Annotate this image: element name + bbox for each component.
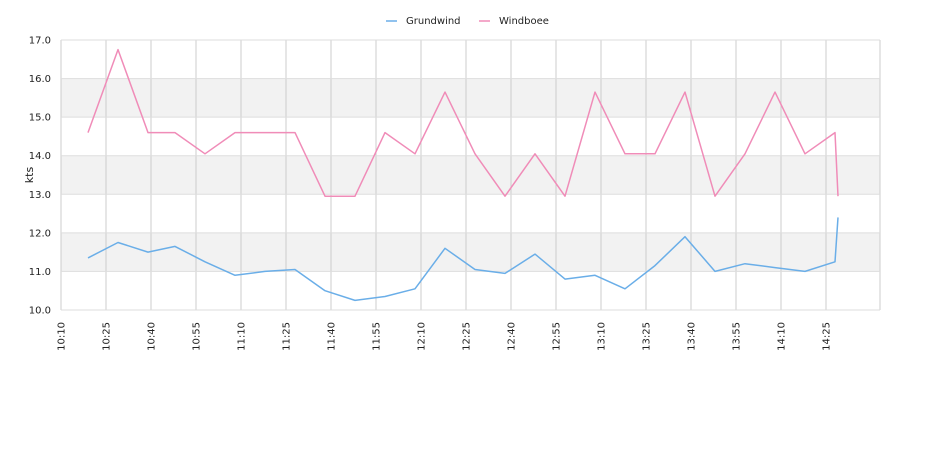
y-tick-label: 12.0: [29, 228, 51, 239]
x-tick-label: 12:55: [552, 322, 563, 351]
x-tick-label: 13:10: [597, 322, 608, 351]
x-tick-label: 10:10: [57, 322, 68, 351]
y-axis-title: kts: [23, 167, 36, 184]
series-lines: [87, 48, 839, 302]
y-tick-label: 17.0: [29, 36, 51, 47]
x-tick-label: 10:55: [192, 322, 203, 351]
x-axis-ticks: 10:10 10:25 10:40 10:55 11:10 11:25 11:40 11:55…: [57, 322, 833, 351]
y-tick-label: 15.0: [29, 113, 51, 124]
y-tick-label: 14.0: [29, 151, 51, 162]
x-tick-label: 13:25: [642, 322, 653, 351]
x-tick-label: 11:25: [282, 322, 293, 351]
x-tick-label: 13:40: [687, 322, 698, 351]
horizontal-gridlines: [61, 39, 880, 311]
grid-band: [61, 78, 880, 118]
y-axis-ticks: 10.0 11.0 12.0 13.0 14.0 15.0 16.0 17.0: [29, 36, 51, 317]
legend: Grundwind Windboee: [386, 16, 549, 27]
vertical-gridlines: [60, 40, 881, 310]
series-line-windboee: [87, 48, 839, 197]
y-tick-label: 16.0: [29, 74, 51, 85]
x-tick-label: 10:40: [147, 322, 158, 351]
x-tick-label: 12:25: [462, 322, 473, 351]
x-tick-label: 14:25: [822, 322, 833, 351]
x-tick-label: 12:10: [417, 322, 428, 351]
y-tick-label: 13.0: [29, 190, 51, 201]
x-tick-label: 13:55: [732, 322, 743, 351]
y-tick-label: 10.0: [29, 306, 51, 317]
grid-band: [61, 232, 880, 272]
x-tick-label: 11:40: [327, 322, 338, 351]
series-line-grundwind: [87, 217, 839, 302]
legend-label: Grundwind: [406, 16, 461, 27]
y-tick-label: 11.0: [29, 267, 51, 278]
x-tick-label: 11:10: [237, 322, 248, 351]
x-tick-label: 10:25: [102, 322, 113, 351]
background-bands: [61, 78, 880, 272]
legend-label: Windboee: [499, 16, 549, 27]
grid-band: [61, 155, 880, 195]
x-tick-label: 12:40: [507, 322, 518, 351]
x-tick-label: 11:55: [372, 322, 383, 351]
x-tick-label: 14:10: [777, 322, 788, 351]
